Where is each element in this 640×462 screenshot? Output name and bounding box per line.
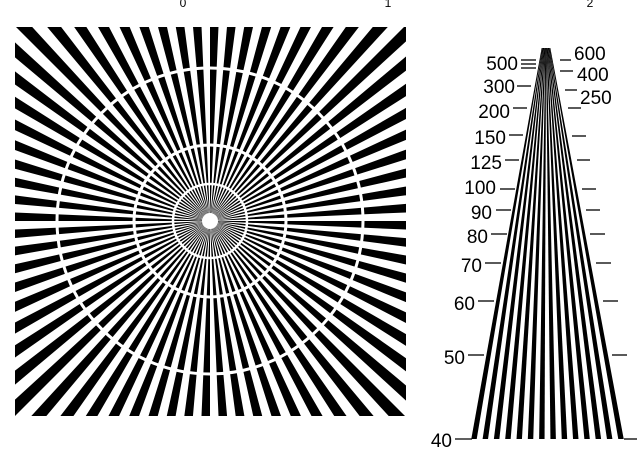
wedge-line — [549, 48, 624, 439]
wedge-line — [505, 48, 545, 439]
wedge-line — [546, 48, 568, 439]
wedge-line — [548, 48, 602, 439]
wedge-line — [471, 48, 543, 439]
wedge-label-600: 600 — [574, 44, 606, 65]
wedge-label-40: 40 — [431, 431, 452, 452]
wedge-label-200: 200 — [478, 102, 510, 123]
wedge-label-150: 150 — [474, 128, 506, 149]
wedge-label-500: 500 — [486, 54, 518, 75]
top-ruler: 0 1 2 — [180, 0, 594, 10]
wedge-label-100: 100 — [464, 178, 496, 199]
wedge-label-90: 90 — [471, 203, 492, 224]
wedge-line — [527, 48, 546, 439]
wedge-line — [545, 48, 556, 439]
star-ring-outer — [55, 66, 365, 376]
wedge-line — [547, 48, 579, 439]
wedge-line — [493, 48, 544, 439]
wedge-label-80: 80 — [467, 227, 488, 248]
wedge-label-250: 250 — [580, 88, 612, 109]
wedge-label-400: 400 — [577, 65, 609, 86]
wedge-label-125: 125 — [470, 153, 502, 174]
wedge-chart: 500 300 200 150 125 100 90 80 70 60 50 4… — [431, 44, 637, 452]
wedge-label-70: 70 — [461, 256, 482, 277]
ruler-tick-1: 1 — [385, 0, 392, 10]
star-center-dot — [202, 213, 218, 229]
star-ring-inner — [171, 182, 249, 260]
wedge-line — [482, 48, 543, 439]
siemens-star — [15, 27, 406, 416]
ruler-tick-0: 0 — [180, 0, 187, 10]
star-ring-middle — [132, 143, 288, 299]
wedge-line — [547, 48, 590, 439]
wedge-line — [549, 48, 613, 439]
wedge-line — [516, 48, 545, 439]
ruler-tick-2: 2 — [587, 0, 594, 10]
wedge-line — [539, 48, 547, 439]
wedge-label-50: 50 — [444, 348, 465, 369]
wedge-label-60: 60 — [454, 294, 475, 315]
wedge-label-300: 300 — [483, 77, 515, 98]
wedge-ticks — [455, 59, 637, 440]
wedge-lines — [471, 48, 624, 439]
